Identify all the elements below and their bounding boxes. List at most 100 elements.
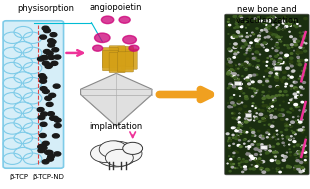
Circle shape: [267, 107, 269, 108]
Circle shape: [42, 56, 48, 60]
Circle shape: [301, 78, 302, 79]
Circle shape: [241, 36, 243, 37]
Circle shape: [266, 31, 268, 32]
Circle shape: [297, 151, 299, 152]
Circle shape: [263, 102, 264, 103]
Circle shape: [289, 166, 291, 168]
Circle shape: [282, 22, 285, 24]
Circle shape: [103, 28, 123, 40]
Circle shape: [251, 129, 255, 131]
Circle shape: [271, 125, 274, 127]
Circle shape: [298, 151, 300, 152]
Circle shape: [237, 101, 241, 103]
Circle shape: [292, 70, 295, 72]
Bar: [274, 66, 281, 70]
Circle shape: [248, 75, 252, 77]
Circle shape: [267, 36, 270, 38]
Circle shape: [51, 116, 58, 120]
Circle shape: [249, 168, 252, 170]
Circle shape: [281, 20, 285, 22]
Circle shape: [237, 119, 239, 120]
Circle shape: [269, 75, 271, 77]
Circle shape: [247, 24, 249, 25]
Circle shape: [263, 110, 264, 111]
Circle shape: [238, 122, 240, 123]
Circle shape: [235, 118, 237, 119]
Circle shape: [249, 64, 251, 66]
Circle shape: [259, 135, 263, 137]
Circle shape: [294, 103, 298, 106]
Circle shape: [299, 161, 303, 163]
Circle shape: [284, 156, 287, 158]
Bar: [245, 113, 251, 117]
Circle shape: [245, 98, 248, 100]
Circle shape: [237, 31, 239, 33]
Circle shape: [230, 97, 233, 99]
Circle shape: [228, 59, 229, 60]
Circle shape: [244, 143, 245, 144]
Circle shape: [231, 75, 235, 77]
Circle shape: [273, 61, 276, 63]
Circle shape: [260, 167, 263, 169]
Circle shape: [228, 139, 231, 141]
Circle shape: [255, 51, 259, 53]
Circle shape: [258, 37, 259, 38]
Circle shape: [266, 131, 269, 134]
Circle shape: [252, 168, 255, 170]
Circle shape: [229, 145, 230, 146]
Circle shape: [277, 54, 279, 55]
Circle shape: [293, 138, 294, 139]
Circle shape: [240, 83, 242, 85]
Circle shape: [244, 139, 246, 140]
Circle shape: [290, 99, 292, 101]
Circle shape: [244, 54, 246, 55]
Circle shape: [285, 27, 286, 28]
Circle shape: [237, 152, 238, 153]
Circle shape: [244, 78, 246, 79]
Circle shape: [276, 86, 279, 87]
Circle shape: [290, 152, 291, 153]
Circle shape: [245, 36, 246, 37]
FancyBboxPatch shape: [102, 50, 118, 71]
Circle shape: [256, 161, 258, 162]
Circle shape: [233, 57, 236, 58]
Circle shape: [278, 24, 279, 25]
Circle shape: [251, 81, 254, 83]
Circle shape: [41, 112, 47, 116]
Circle shape: [304, 162, 307, 163]
Circle shape: [274, 60, 275, 61]
Circle shape: [299, 46, 302, 48]
Circle shape: [237, 57, 238, 58]
Circle shape: [248, 64, 251, 66]
Circle shape: [282, 159, 286, 161]
Circle shape: [286, 125, 287, 126]
Circle shape: [48, 43, 55, 47]
Circle shape: [268, 150, 271, 152]
Circle shape: [235, 23, 238, 24]
Circle shape: [255, 39, 258, 42]
Circle shape: [258, 158, 261, 159]
Circle shape: [240, 91, 242, 92]
Circle shape: [285, 129, 287, 130]
Circle shape: [258, 109, 260, 110]
Circle shape: [249, 159, 251, 161]
Circle shape: [242, 76, 243, 77]
Circle shape: [237, 102, 241, 104]
Circle shape: [303, 145, 306, 147]
Circle shape: [276, 64, 278, 65]
FancyBboxPatch shape: [225, 14, 309, 175]
Circle shape: [39, 144, 46, 148]
Circle shape: [294, 41, 296, 43]
Circle shape: [269, 137, 272, 139]
Circle shape: [290, 85, 293, 87]
Circle shape: [284, 57, 286, 58]
Circle shape: [54, 118, 61, 122]
Circle shape: [271, 59, 272, 60]
Circle shape: [275, 151, 277, 153]
Circle shape: [272, 110, 273, 111]
Polygon shape: [81, 73, 152, 126]
Circle shape: [294, 104, 297, 106]
Circle shape: [269, 72, 272, 74]
Circle shape: [261, 30, 263, 31]
Circle shape: [254, 148, 258, 150]
